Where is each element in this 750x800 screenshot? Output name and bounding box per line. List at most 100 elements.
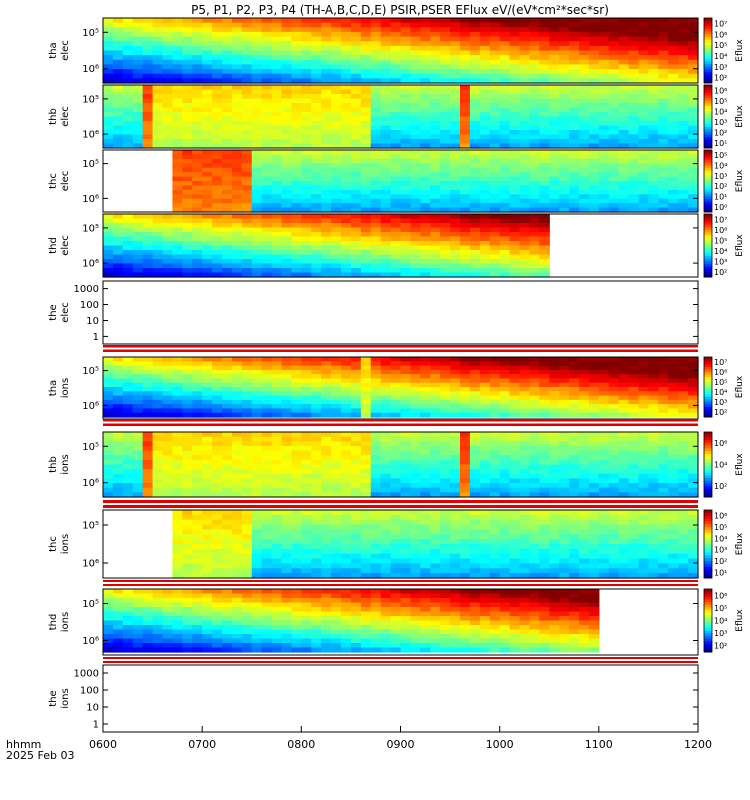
heatmap-cell [688,158,699,164]
heatmap-cell [450,203,461,209]
heatmap-cell [112,116,124,122]
heatmap-cell [678,487,689,493]
heatmap-cell [598,116,610,122]
colorbar-step [704,384,712,388]
colorbar-step [704,461,712,465]
heatmap-cell [132,408,144,414]
heatmap-cell [241,167,253,173]
heatmap-cell [579,94,590,100]
colorbar-tick-label: 10⁶ [714,439,727,448]
heatmap-cell [440,408,451,414]
heatmap-cell [390,254,402,260]
heatmap-cell [103,232,114,238]
heatmap-cell [311,31,322,38]
heatmap-cell [281,268,293,274]
heatmap-cell [509,194,521,200]
heatmap-cell [172,130,183,136]
heatmap-cell [648,185,659,191]
heatmap-cell [579,412,590,418]
heatmap-cell [420,395,431,401]
heatmap-cell [658,185,669,191]
heatmap-cell [440,50,451,56]
colorbar-step [704,362,712,365]
heatmap-cell [350,365,362,371]
heatmap-cell [588,181,600,187]
heatmap-cell [222,487,233,493]
heatmap-cell [301,125,312,131]
heatmap-cell [311,203,322,209]
heatmap-cell [241,22,253,28]
heatmap-cell [261,150,273,156]
colorbar-step [704,47,712,51]
heatmap-cell [450,85,461,91]
heatmap-cell [350,478,362,484]
colorbar-step [704,181,712,185]
heatmap-cell [608,112,620,118]
heatmap-cell [648,189,659,195]
heatmap-cell [638,22,650,28]
heatmap-cell [251,22,263,28]
heatmap-cell [202,69,213,75]
heatmap-cell [569,365,580,371]
colorbar-step [704,183,712,187]
heatmap-cell [182,412,193,418]
heatmap-cell [231,374,243,380]
heatmap-cell [222,189,233,195]
heatmap-cell [559,412,570,418]
heatmap-cell [321,45,332,52]
heatmap-cell [112,41,124,47]
colorbar-step [704,66,712,70]
heatmap-cell [469,89,481,95]
heatmap-cell [638,469,650,475]
heatmap-cell [231,158,243,164]
heatmap-cell [460,445,471,452]
heatmap-cell [241,85,253,91]
heatmap-cell [658,207,669,213]
heatmap-cell [400,455,412,461]
heatmap-cell [103,41,114,47]
heatmap-cell [360,203,372,209]
heatmap-cell [549,483,560,489]
heatmap-cell [103,387,114,392]
heatmap-cell [380,139,392,145]
heatmap-cell [549,441,560,447]
heatmap-cell [271,369,283,375]
heatmap-cell [638,78,650,84]
heatmap-cell [598,189,610,195]
heatmap-cell [331,369,342,375]
heatmap-cell [251,357,263,362]
heatmap-cell [618,374,630,380]
colorbar-step [704,26,712,30]
heatmap-cell [222,445,233,452]
colorbar-step [704,80,712,84]
heatmap-cell [281,441,293,447]
heatmap-cell [479,357,491,362]
heatmap-cell [519,399,531,405]
heatmap-cell [182,365,193,371]
heatmap-cell [450,378,461,384]
heatmap-cell [301,31,312,38]
heatmap-cell [400,154,412,160]
heatmap-cell [202,223,213,229]
heatmap-cell [678,163,689,169]
heatmap-cell [440,250,451,256]
heatmap-cell [410,404,421,410]
heatmap-cell [499,254,511,260]
heatmap-cell [638,404,650,410]
colorbar-step [704,196,712,200]
heatmap-cell [469,408,481,414]
heatmap-cell [400,185,412,191]
heatmap-cell [251,450,263,456]
heatmap-cell [489,163,501,169]
heatmap-cell [658,143,669,149]
y-axis-label: elec [60,106,71,127]
heatmap-cell [668,103,679,109]
heatmap-cell [192,207,203,213]
heatmap-cell [222,198,233,204]
heatmap-cell [678,207,689,213]
heatmap-cell [489,432,501,438]
heatmap-cell [241,218,253,224]
heatmap-cell [539,241,550,247]
heatmap-cell [598,158,610,164]
heatmap-cell [598,139,610,145]
